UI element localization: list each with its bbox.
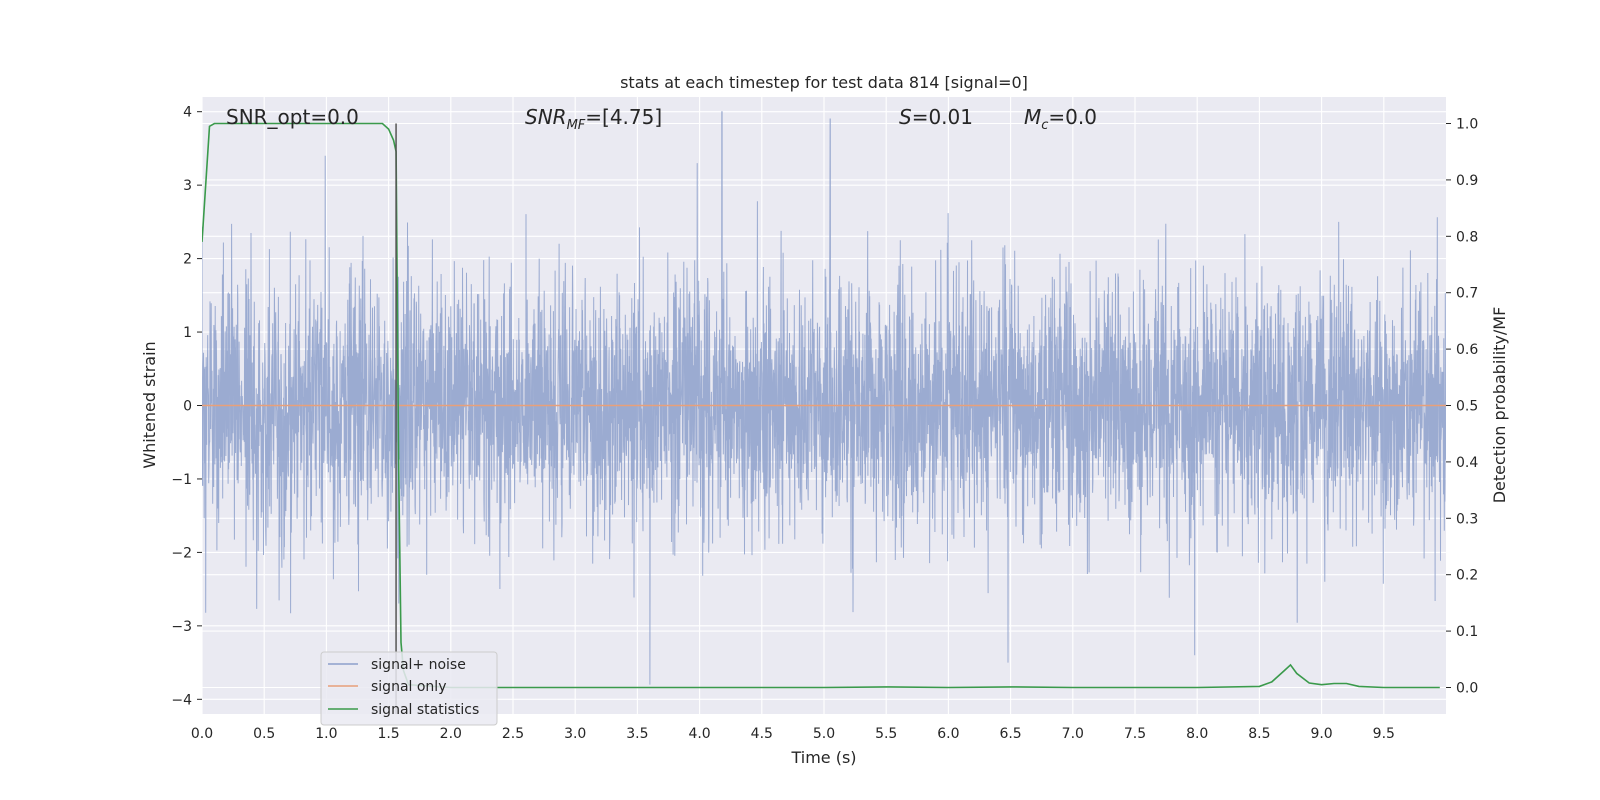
y-tick-label: −2	[171, 545, 192, 561]
y-axis-ticks: 4 3 2 1 0 −1 −2 −3 −4	[171, 105, 202, 708]
annotation-mc-value: =0.0	[1048, 105, 1097, 129]
legend-box	[320, 651, 498, 726]
annotation-snr-mf-sub: MF	[567, 118, 586, 133]
x-tick-label: 9.0	[1310, 726, 1332, 742]
chart-title: stats at each timestep for test data 814…	[620, 73, 1028, 92]
annotation-snr-mf: SNRMF=[4.75]	[525, 105, 662, 133]
y2-tick-label: 1.0	[1456, 117, 1478, 133]
x-tick-label: 8.5	[1248, 726, 1270, 742]
plot-series	[202, 111, 1446, 714]
x-tick-label: 6.0	[937, 726, 959, 742]
x-tick-label: 2.0	[440, 726, 462, 742]
y-tick-label: −3	[171, 619, 192, 635]
y-tick-label: 0	[183, 399, 192, 415]
x-tick-label: 8.0	[1186, 726, 1208, 742]
x-tick-label: 5.0	[813, 726, 835, 742]
y2-tick-label: 0.0	[1456, 680, 1478, 696]
annotation-snr-opt: SNR_opt=0.0	[226, 105, 359, 129]
legend-label-signal-noise: signal+ noise	[371, 657, 466, 673]
y2-tick-label: 0.8	[1456, 229, 1478, 245]
annotation-snr-mf-base: SNR	[525, 105, 567, 129]
x-axis-label: Time (s)	[790, 748, 856, 767]
series-line-signal-statistics	[202, 122, 1440, 689]
x-tick-label: 6.5	[999, 726, 1021, 742]
y2-axis-label: Detection probability/MF	[1490, 307, 1509, 504]
y2-tick-label: 0.4	[1456, 455, 1478, 471]
y-tick-label: 4	[183, 105, 192, 121]
x-axis-ticks: 0.0 0.5 1.0 1.5 2.0 2.5 3.0 3.5 4.0 4.5 5.0 5.5 6.0 6…	[191, 726, 1395, 742]
annotation-mc-var: M	[1024, 105, 1041, 129]
y2-tick-label: 0.7	[1456, 286, 1478, 302]
x-tick-label: 5.5	[875, 726, 897, 742]
annotation-s-value: =0.01	[912, 105, 973, 129]
legend-label-signal-statistics: signal statistics	[371, 702, 479, 718]
x-tick-label: 7.5	[1124, 726, 1146, 742]
y2-axis-ticks: 1.0 0.9 0.8 0.7 0.6 0.5 0.4 0.3 0.2 0.1 0.0	[1446, 117, 1478, 696]
y2-tick-label: 0.5	[1456, 399, 1478, 415]
annotation-mc-sub: c	[1041, 118, 1048, 133]
y-tick-label: 3	[183, 178, 192, 194]
y-tick-label: 2	[183, 252, 192, 268]
y-axis-label: Whitened strain	[140, 341, 159, 468]
x-tick-label: 2.5	[502, 726, 524, 742]
x-tick-label: 9.5	[1373, 726, 1395, 742]
y-tick-label: −1	[171, 472, 192, 488]
annotation-s-var: S	[899, 105, 912, 129]
y2-tick-label: 0.3	[1456, 511, 1478, 527]
legend-label-signal-only: signal only	[371, 679, 446, 695]
x-tick-label: 3.0	[564, 726, 586, 742]
x-tick-label: 1.5	[377, 726, 399, 742]
annotation-mc: Mc=0.0	[1024, 105, 1097, 133]
x-tick-label: 7.0	[1062, 726, 1084, 742]
series-line-signal-noise	[202, 111, 1446, 685]
x-tick-label: 4.5	[751, 726, 773, 742]
y-tick-label: 1	[183, 325, 192, 341]
x-tick-label: 4.0	[688, 726, 710, 742]
y2-tick-label: 0.9	[1456, 173, 1478, 189]
y-tick-label: −4	[171, 692, 192, 708]
y2-tick-label: 0.2	[1456, 568, 1478, 584]
y2-tick-label: 0.6	[1456, 342, 1478, 358]
x-tick-label: 0.0	[191, 726, 213, 742]
x-tick-label: 3.5	[626, 726, 648, 742]
annotation-snr-mf-value: =[4.75]	[585, 105, 662, 129]
y2-tick-label: 0.1	[1456, 624, 1478, 640]
legend: signal+ noise signal only signal statist…	[320, 651, 498, 726]
x-tick-label: 1.0	[315, 726, 337, 742]
annotation-s: S=0.01	[899, 105, 973, 129]
x-tick-label: 0.5	[253, 726, 275, 742]
